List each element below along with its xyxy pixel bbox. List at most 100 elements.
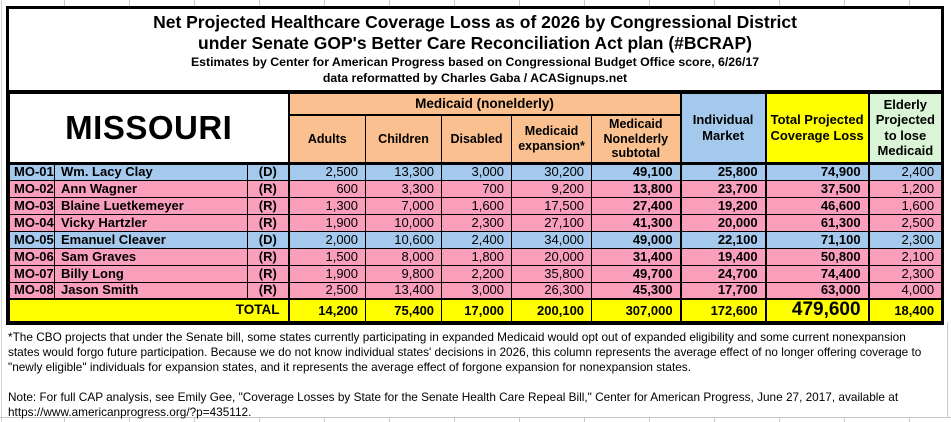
footnotes: *The CBO projects that under the Senate … — [8, 330, 940, 420]
value-cell: 20,000 — [679, 213, 767, 232]
value-cell: 1,900 — [287, 213, 367, 232]
rep-name-cell: Vicky Hartzler — [54, 213, 248, 232]
value-cell: 1,800 — [441, 247, 513, 266]
total-individual-market: 172,600 — [679, 298, 767, 323]
value-cell: 700 — [441, 179, 513, 198]
district-row: MO-06 Sam Graves (R) 1,500 8,000 1,800 20,000 3… — [9, 247, 943, 266]
value-cell: 26,300 — [511, 281, 593, 300]
total-label: TOTAL — [8, 298, 290, 323]
value-cell: 1,600 — [868, 196, 943, 215]
value-cell: 74,400 — [765, 264, 870, 283]
spreadsheet-gridline-left — [1, 0, 2, 422]
value-cell: 31,400 — [591, 247, 682, 266]
col-header-adults: Adults — [287, 114, 367, 165]
value-cell: 30,200 — [511, 162, 593, 181]
district-code-cell: MO-03 — [9, 196, 55, 215]
district-row: MO-02 Ann Wagner (R) 600 3,300 700 9,200 13,800… — [9, 179, 943, 198]
value-cell: 9,800 — [365, 264, 443, 283]
value-cell: 1,900 — [287, 264, 367, 283]
value-cell: 13,800 — [591, 179, 682, 198]
rep-name-cell: Jason Smith — [54, 281, 248, 300]
value-cell: 3,000 — [441, 162, 513, 181]
col-header-elderly-medicaid: Elderly Projected to lose Medicaid — [868, 92, 943, 165]
value-cell: 1,200 — [868, 179, 943, 198]
figure-title-line2: under Senate GOP's Better Care Reconcili… — [198, 32, 752, 53]
col-header-medicaid-expansion: Medicaid expansion* — [511, 114, 593, 165]
value-cell: 61,300 — [765, 213, 870, 232]
value-cell: 2,000 — [287, 230, 367, 249]
value-cell: 46,600 — [765, 196, 870, 215]
party-cell: (D) — [246, 162, 290, 181]
rep-name-cell: Sam Graves — [54, 247, 248, 266]
value-cell: 9,200 — [511, 179, 593, 198]
rep-name-cell: Ann Wagner — [54, 179, 248, 198]
value-cell: 13,300 — [365, 162, 443, 181]
district-rows: MO-01 Wm. Lacy Clay (D) 2,500 13,300 3,000 30,… — [9, 162, 943, 300]
value-cell: 22,100 — [679, 230, 767, 249]
total-disabled: 17,000 — [441, 298, 513, 323]
col-header-total-projected-loss: Total Projected Coverage Loss — [765, 92, 870, 165]
total-expansion: 200,100 — [511, 298, 593, 323]
rep-name-cell: Billy Long — [54, 264, 248, 283]
value-cell: 23,700 — [679, 179, 767, 198]
party-cell: (R) — [246, 196, 290, 215]
total-children: 75,400 — [365, 298, 443, 323]
total-projected-loss: 479,600 — [765, 298, 870, 323]
value-cell: 37,500 — [765, 179, 870, 198]
col-header-children: Children — [365, 114, 443, 165]
rep-name-cell: Emanuel Cleaver — [54, 230, 248, 249]
value-cell: 71,100 — [765, 230, 870, 249]
value-cell: 1,600 — [441, 196, 513, 215]
value-cell: 2,400 — [441, 230, 513, 249]
district-code-cell: MO-08 — [9, 281, 55, 300]
value-cell: 45,300 — [591, 281, 682, 300]
title-block: Net Projected Healthcare Coverage Loss a… — [9, 9, 941, 93]
figure-title-line1: Net Projected Healthcare Coverage Loss a… — [153, 12, 797, 32]
spreadsheet-gridline-right — [947, 322, 948, 418]
value-cell: 19,400 — [679, 247, 767, 266]
district-row: MO-04 Vicky Hartzler (R) 1,900 10,000 2,300 27… — [9, 213, 943, 232]
value-cell: 50,800 — [765, 247, 870, 266]
source-note: Note: For full CAP analysis, see Emily G… — [8, 390, 899, 420]
value-cell: 2,300 — [868, 264, 943, 283]
value-cell: 74,900 — [765, 162, 870, 181]
district-code-cell: MO-02 — [9, 179, 55, 198]
header-row-subcolumns: Adults Children Disabled Medicaid expans… — [10, 114, 942, 165]
value-cell: 19,200 — [679, 196, 767, 215]
value-cell: 1,300 — [287, 196, 367, 215]
coverage-loss-figure: Net Projected Healthcare Coverage Loss a… — [6, 6, 944, 326]
value-cell: 2,500 — [287, 281, 367, 300]
value-cell: 17,700 — [679, 281, 767, 300]
value-cell: 2,200 — [441, 264, 513, 283]
value-cell: 2,100 — [868, 247, 943, 266]
value-cell: 27,400 — [591, 196, 682, 215]
state-label: MISSOURI — [8, 92, 290, 165]
figure-credit-line2: data reformatted by Charles Gaba / ACASi… — [322, 71, 628, 86]
value-cell: 10,600 — [365, 230, 443, 249]
rep-name-cell: Wm. Lacy Clay — [54, 162, 248, 181]
total-row: TOTAL 14,200 75,400 17,000 200,100 307,0… — [8, 298, 943, 323]
value-cell: 27,100 — [511, 213, 593, 232]
value-cell: 7,000 — [365, 196, 443, 215]
col-header-individual-market: Individual Market — [679, 92, 767, 165]
district-row: MO-01 Wm. Lacy Clay (D) 2,500 13,300 3,000 30,… — [9, 162, 943, 181]
header-row-groups: MISSOURI Medicaid (nonelderly) Individua… — [8, 92, 943, 165]
value-cell: 49,700 — [591, 264, 682, 283]
value-cell: 1,500 — [287, 247, 367, 266]
value-cell: 13,400 — [365, 281, 443, 300]
expansion-footnote: *The CBO projects that under the Senate … — [8, 330, 922, 375]
value-cell: 41,300 — [591, 213, 682, 232]
value-cell: 24,700 — [679, 264, 767, 283]
rep-name-cell: Blaine Luetkemeyer — [54, 196, 248, 215]
coverage-table: MISSOURI Medicaid (nonelderly) Individua… — [8, 92, 943, 323]
total-elderly: 18,400 — [868, 298, 943, 323]
figure-credit-line1: Estimates by Center for American Progres… — [190, 55, 760, 70]
total-adults: 14,200 — [287, 298, 367, 323]
party-cell: (D) — [246, 230, 290, 249]
value-cell: 2,500 — [287, 162, 367, 181]
value-cell: 600 — [287, 179, 367, 198]
value-cell: 35,800 — [511, 264, 593, 283]
value-cell: 17,500 — [511, 196, 593, 215]
district-code-cell: MO-05 — [9, 230, 55, 249]
value-cell: 2,300 — [441, 213, 513, 232]
